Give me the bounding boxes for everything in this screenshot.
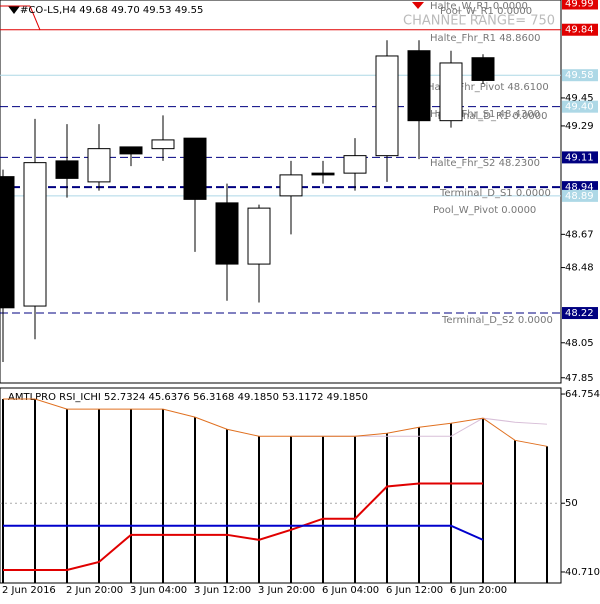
y-tick-label: 48.48 xyxy=(565,263,594,274)
x-tick-label: 3 Jun 12:00 xyxy=(194,585,251,596)
menu-icon xyxy=(8,6,20,14)
annotation: Terminal_D_S1 0.0000 xyxy=(439,188,551,199)
level-badge xyxy=(562,69,598,82)
annotation: Terminal_D_R1 0.0000 xyxy=(435,111,547,122)
x-tick-label: 6 Jun 12:00 xyxy=(386,585,443,596)
candle-body xyxy=(87,148,111,183)
candle-body xyxy=(279,174,303,197)
level-label: 49.40 xyxy=(565,102,594,113)
candle-body xyxy=(407,50,431,122)
y-tick-label: 49.45 xyxy=(565,93,594,104)
candle-body xyxy=(375,55,399,157)
level-badge xyxy=(562,0,598,10)
candle-body xyxy=(119,146,143,155)
indicator-line xyxy=(3,524,484,541)
level-badge xyxy=(562,189,598,202)
candle-body xyxy=(343,155,367,174)
annotation: Pool_W_R1 0.0000 xyxy=(440,6,532,17)
level-label: 48.94 xyxy=(565,182,594,193)
y-tick-label: 47.85 xyxy=(565,373,594,384)
indicator-panel xyxy=(0,387,562,584)
level-label: 49.11 xyxy=(565,152,594,163)
candle-body xyxy=(311,172,335,176)
annotation: Halte_Fhr_Pivot 48.6100 xyxy=(427,82,549,93)
candle-body xyxy=(247,207,271,265)
level-badge xyxy=(562,151,598,164)
y-tick-label: 40.7101 xyxy=(565,567,600,578)
level-label: 49.58 xyxy=(565,70,594,81)
level-label: 49.84 xyxy=(565,25,594,36)
annotation: Halte_W_R1 0.0000 xyxy=(430,1,528,12)
candle-body xyxy=(0,176,15,309)
level-label: 48.22 xyxy=(565,308,594,319)
annotation: Halte_Fhr_R1 48.8600 xyxy=(430,33,541,44)
x-tick-label: 3 Jun 20:00 xyxy=(258,585,315,596)
x-tick-label: 2 Jun 2016 xyxy=(2,585,56,596)
level-badge xyxy=(562,100,598,113)
annotation: CHANNEL RANGE= 750 xyxy=(403,14,555,29)
candle-body xyxy=(471,57,495,81)
indicator-line xyxy=(3,398,548,447)
annotation: Halte_Fhr_S2 48.2300 xyxy=(430,158,540,169)
candle-body xyxy=(439,62,463,122)
candle-body xyxy=(151,139,175,150)
candle-body xyxy=(55,160,79,179)
level-label: 49.99 xyxy=(565,0,594,9)
y-tick-label: 48.05 xyxy=(565,338,594,349)
annotation: Pool_W_Pivot 0.0000 xyxy=(433,205,536,216)
y-tick-label: 48.67 xyxy=(565,229,594,240)
level-badge xyxy=(562,23,598,36)
price-arrow xyxy=(412,2,424,9)
level-label: 48.89 xyxy=(565,191,594,202)
indicator-line xyxy=(3,482,483,571)
candle-body xyxy=(215,202,239,265)
candle-body xyxy=(23,162,47,307)
chart-title: #CO-LS,H4 49.68 49.70 49.53 49.55 xyxy=(20,5,203,16)
red-trend xyxy=(29,5,41,31)
x-tick-label: 6 Jun 04:00 xyxy=(322,585,379,596)
annotation: Halte_Fhr_S1 48.4300 xyxy=(430,109,540,120)
x-tick-label: 3 Jun 04:00 xyxy=(130,585,187,596)
y-tick-label: 50 xyxy=(565,498,578,509)
candle-body xyxy=(183,137,207,200)
level-badge xyxy=(562,307,598,320)
y-tick-label: 64.7549 xyxy=(565,389,600,400)
x-tick-label: 6 Jun 20:00 xyxy=(450,585,507,596)
indicator-title: AMTLPRO RSI_ICHI 52.7324 45.6376 56.3168… xyxy=(8,392,368,403)
y-tick-label: 49.29 xyxy=(565,121,594,132)
annotation: Terminal_D_S2 0.0000 xyxy=(441,315,553,326)
x-tick-label: 2 Jun 20:00 xyxy=(66,585,123,596)
